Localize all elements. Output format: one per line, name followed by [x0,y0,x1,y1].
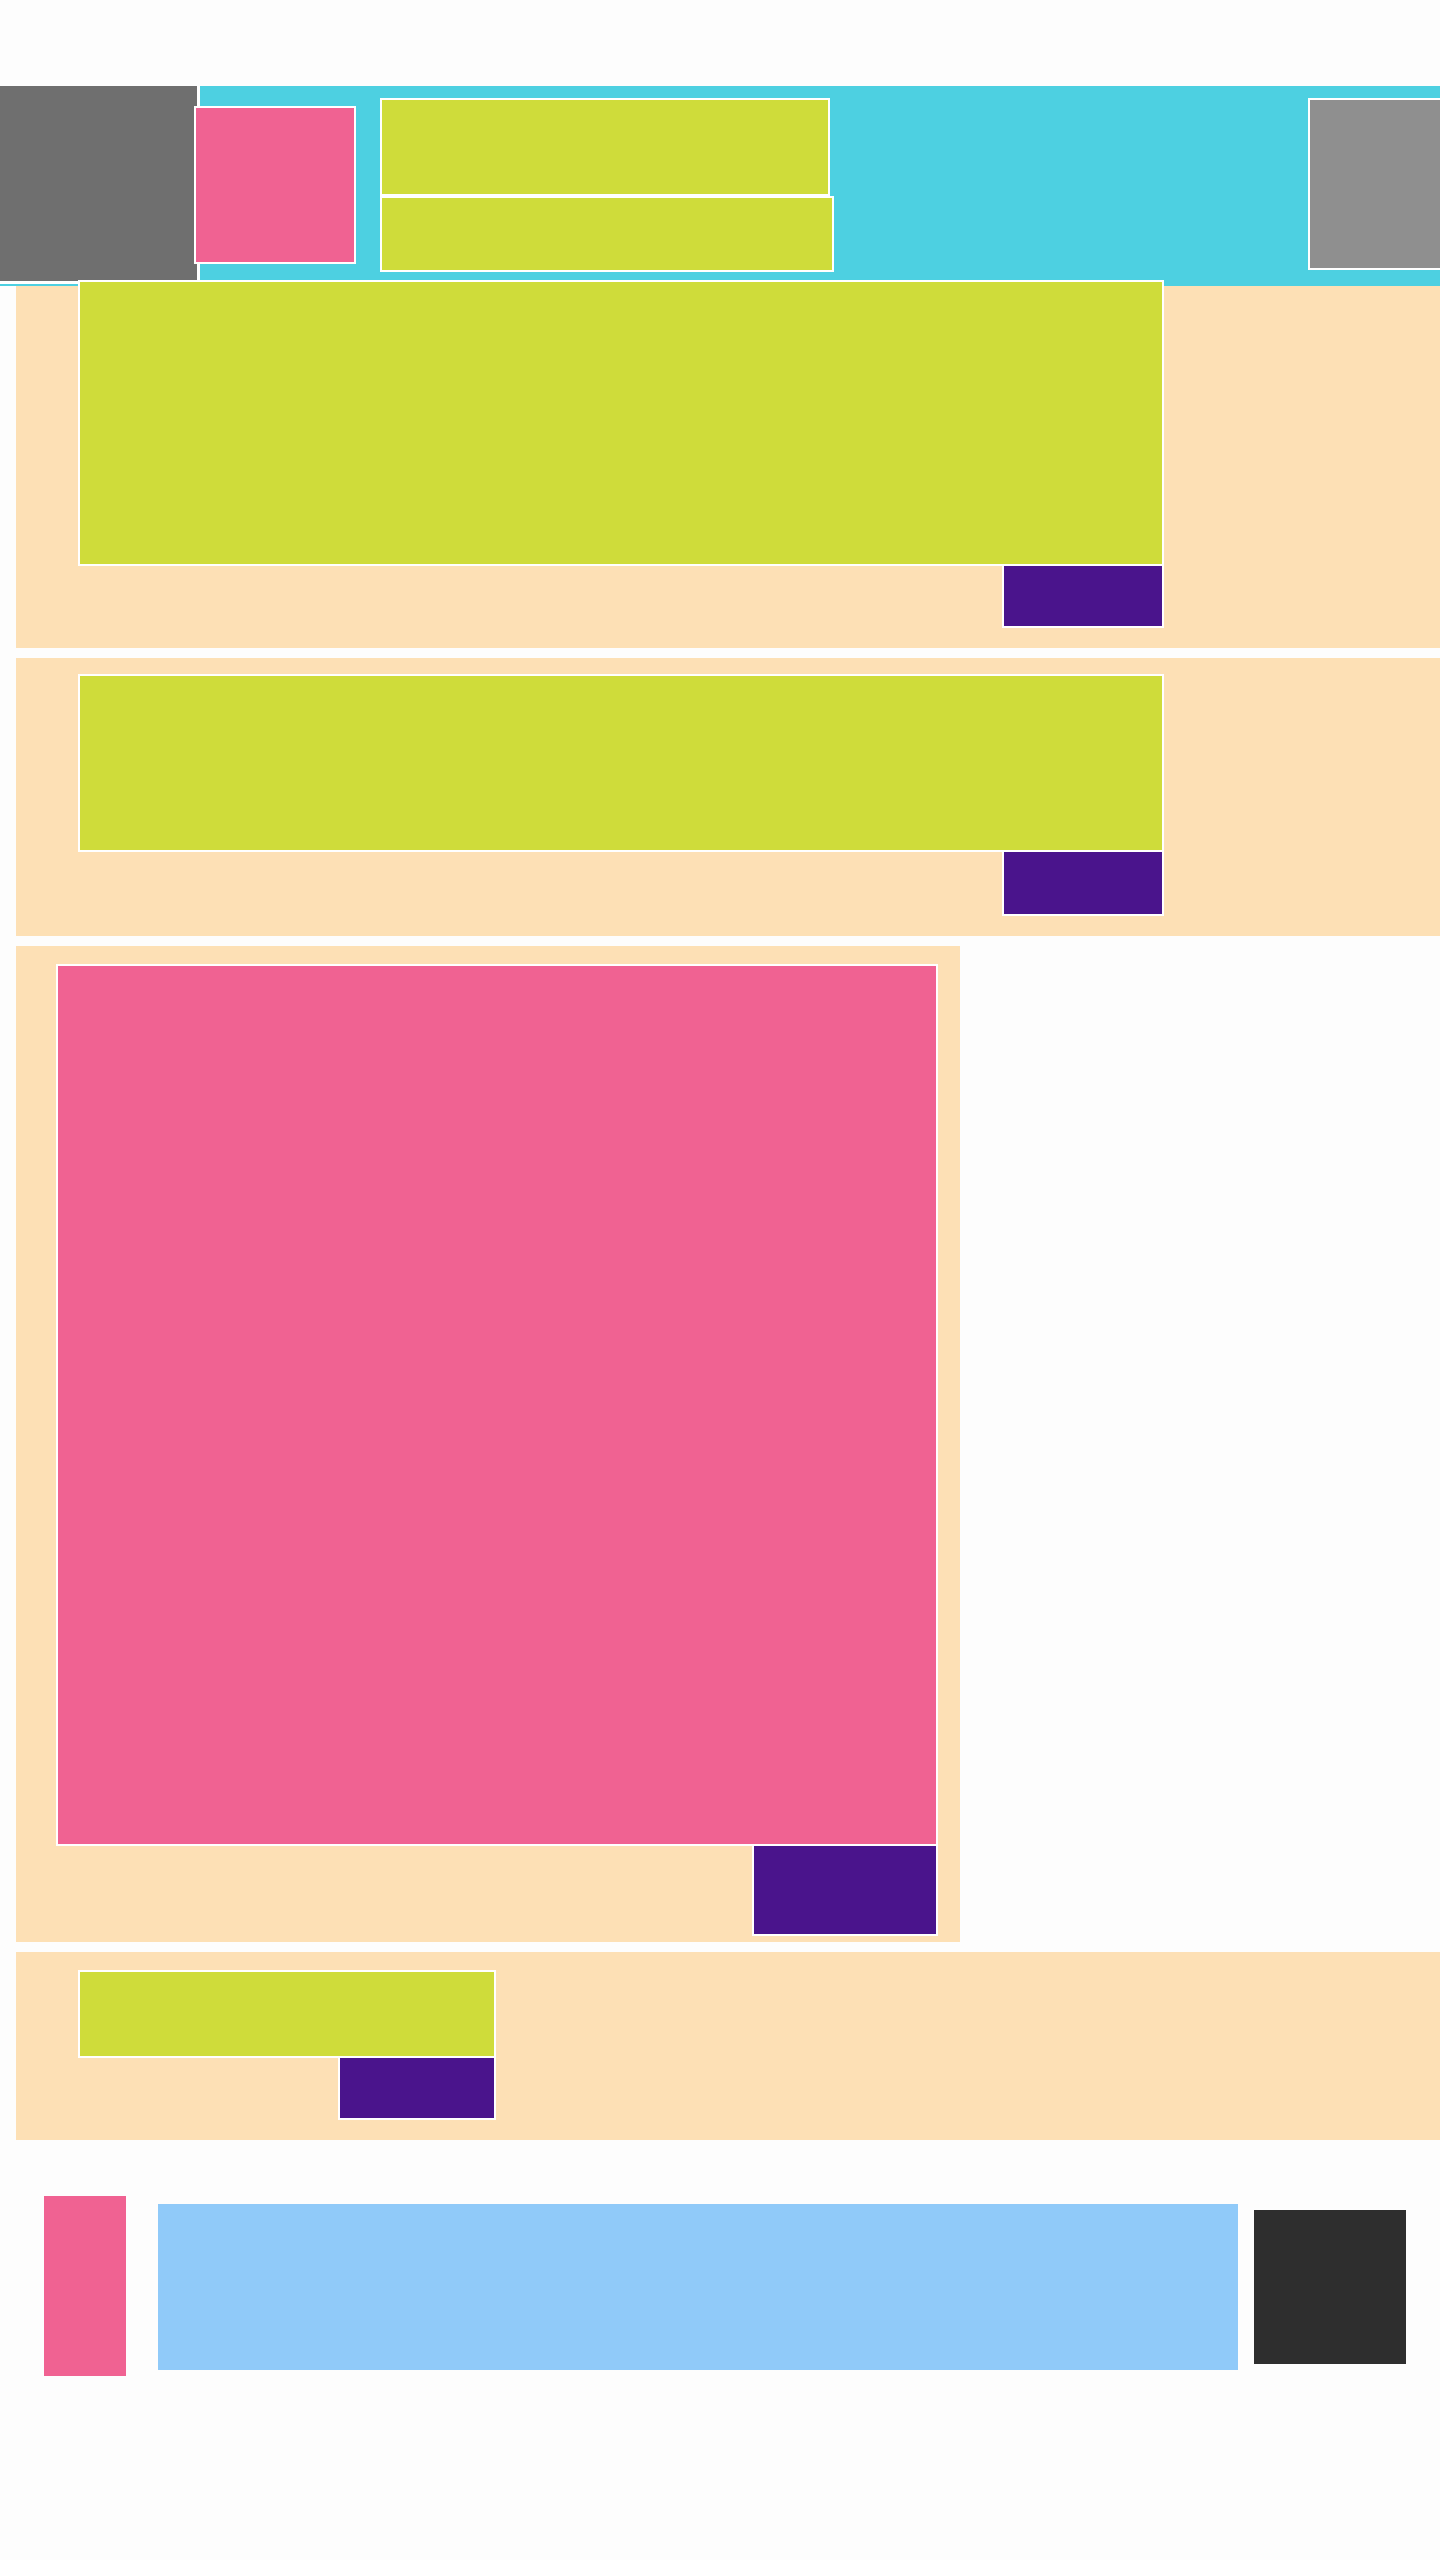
feed-card-3-action-button[interactable] [752,1844,938,1936]
feed-card-2-content [78,674,1164,852]
header-avatar[interactable] [0,86,200,284]
feed-card-4-content [78,1970,496,2058]
send-icon[interactable] [1254,2210,1406,2364]
feed-card-2-action-button[interactable] [1002,850,1164,916]
header-thumbnail[interactable] [194,106,356,264]
header-action-button[interactable] [1308,98,1440,270]
attach-icon[interactable] [44,2196,126,2376]
feed-card-3-image[interactable] [56,964,938,1846]
feed-card-1-content [78,280,1164,566]
header-title [380,98,830,196]
feed-card-1-action-button[interactable] [1002,564,1164,628]
message-input[interactable] [158,2204,1238,2370]
header-subtitle [380,196,834,272]
feed-card-4-action-button[interactable] [338,2056,496,2120]
